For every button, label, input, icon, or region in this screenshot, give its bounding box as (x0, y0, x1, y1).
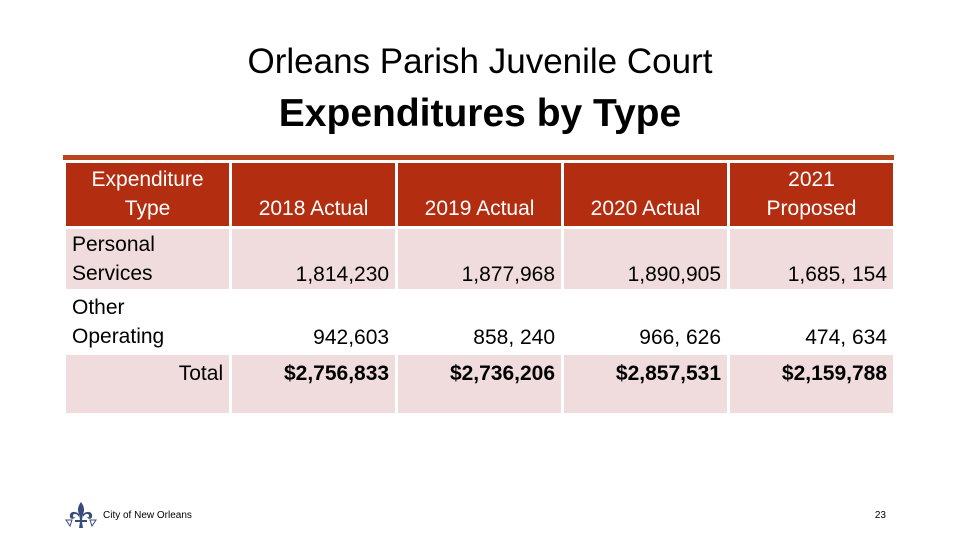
row-label-line-2: Services (72, 262, 153, 285)
table-header-row: Expenditure Type 2018 Actual 2019 Actual… (66, 163, 893, 229)
total-2018: $2,756,833 (232, 355, 399, 416)
cell-2019: 858, 240 (398, 292, 565, 355)
header-expenditure-type: Expenditure Type (66, 163, 233, 229)
cell-2021: 1,685, 154 (730, 229, 893, 292)
table-row-personal-services: Personal Services 1,814,230 1,877,968 1,… (66, 229, 893, 292)
row-label-line-2: Operating (72, 325, 165, 348)
header-2021-line-1: 2021 (788, 168, 835, 191)
cell-2020: 966, 626 (564, 292, 731, 355)
header-2021: 2021 Proposed (730, 163, 893, 229)
table-row-other-operating: Other Operating 942,603 858, 240 966, 62… (66, 292, 893, 355)
total-label: Total (66, 355, 233, 416)
header-2019: 2019 Actual (398, 163, 565, 229)
cell-2021: 474, 634 (730, 292, 893, 355)
title-rule (63, 155, 894, 160)
title-line-1: Orleans Parish Juvenile Court (247, 42, 713, 81)
total-2019: $2,736,206 (398, 355, 565, 416)
total-2021: $2,159,788 (730, 355, 893, 416)
row-label-line-1: Other (72, 296, 125, 319)
cell-2018: 1,814,230 (232, 229, 399, 292)
row-label-line-1: Personal (72, 233, 155, 256)
cell-2020: 1,890,905 (564, 229, 731, 292)
title-line-2: Expenditures by Type (278, 92, 682, 135)
page-number: 23 (874, 510, 886, 521)
expenditure-table: Expenditure Type 2018 Actual 2019 Actual… (66, 163, 893, 416)
cell-2019: 1,877,968 (398, 229, 565, 292)
fleur-de-lis-icon (65, 502, 97, 528)
row-label: Personal Services (66, 229, 233, 292)
total-2020: $2,857,531 (564, 355, 731, 416)
header-expenditure-line-2: Type (124, 197, 171, 220)
table-row-total: Total $2,756,833 $2,736,206 $2,857,531 $… (66, 355, 893, 416)
row-label: Other Operating (66, 292, 233, 355)
cell-2018: 942,603 (232, 292, 399, 355)
footer-org-name: City of New Orleans (103, 510, 192, 521)
header-2018: 2018 Actual (232, 163, 399, 229)
header-2020: 2020 Actual (564, 163, 731, 229)
header-2021-line-2: Proposed (766, 197, 857, 220)
header-expenditure-line-1: Expenditure (91, 168, 204, 191)
